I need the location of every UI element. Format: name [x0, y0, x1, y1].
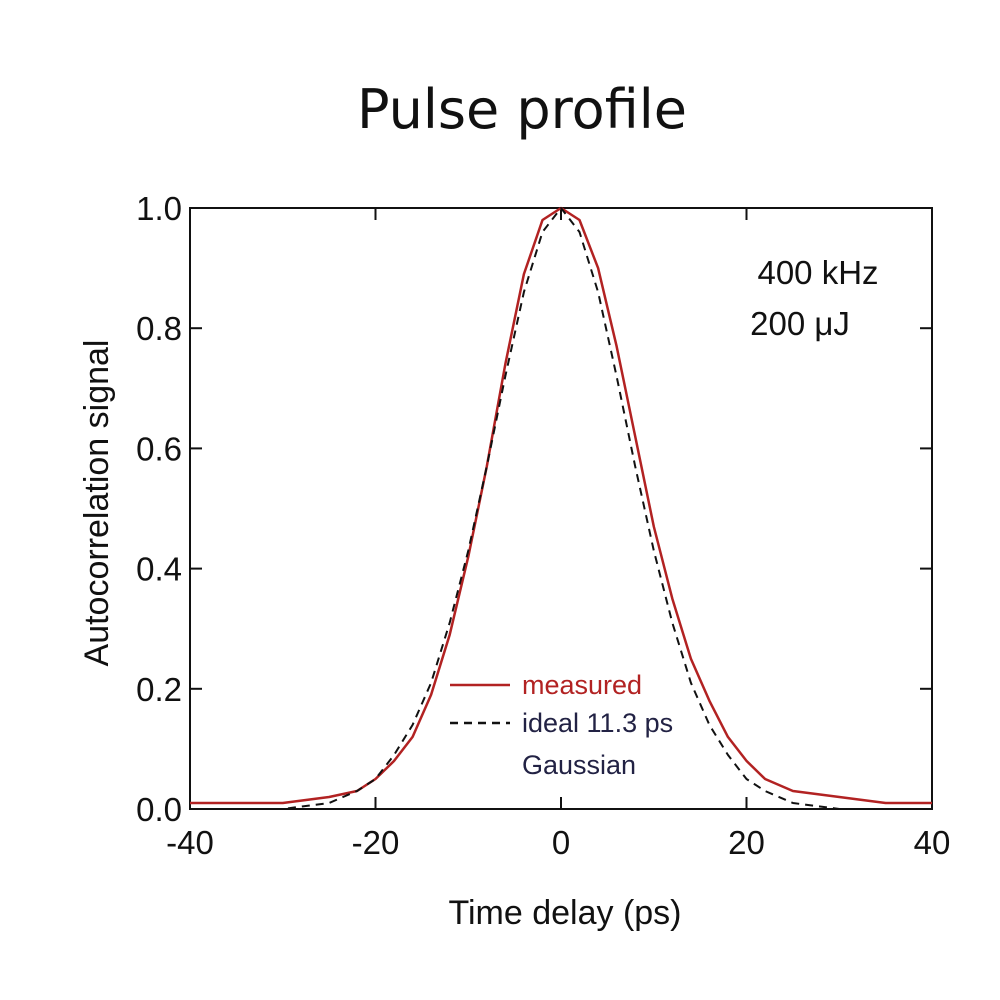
x-tick-label: -20: [352, 824, 400, 861]
legend-measured-label: measured: [522, 670, 642, 700]
ideal-gaussian-series-line: [190, 207, 932, 810]
axis-ticks: -40 -20 0 20 40 0.0 0.2 0.4 0.6 0.8 1.0: [136, 190, 950, 861]
y-tick-label: 0.0: [136, 791, 182, 828]
legend: measured ideal 11.3 ps Gaussian: [450, 670, 673, 780]
y-tick-label: 0.2: [136, 671, 182, 708]
energy-annotation: 200 μJ: [750, 305, 850, 342]
x-tick-label: -40: [166, 824, 214, 861]
y-axis-label: Autocorrelation signal: [78, 340, 116, 667]
x-axis-label: Time delay (ps): [448, 894, 681, 932]
x-tick-label: 0: [552, 824, 570, 861]
y-tick-label: 0.8: [136, 310, 182, 347]
frequency-annotation: 400 kHz: [757, 254, 878, 291]
x-tick-label: 40: [914, 824, 951, 861]
y-tick-label: 0.4: [136, 551, 182, 588]
y-tick-label: 1.0: [136, 190, 182, 227]
series-layer: [190, 206, 932, 810]
legend-ideal-label: ideal 11.3 ps: [522, 708, 673, 738]
y-tick-label: 0.6: [136, 430, 182, 467]
legend-ideal-label-line2: Gaussian: [522, 750, 636, 780]
x-tick-label: 20: [728, 824, 765, 861]
chart-title: Pulse profile: [357, 78, 687, 141]
